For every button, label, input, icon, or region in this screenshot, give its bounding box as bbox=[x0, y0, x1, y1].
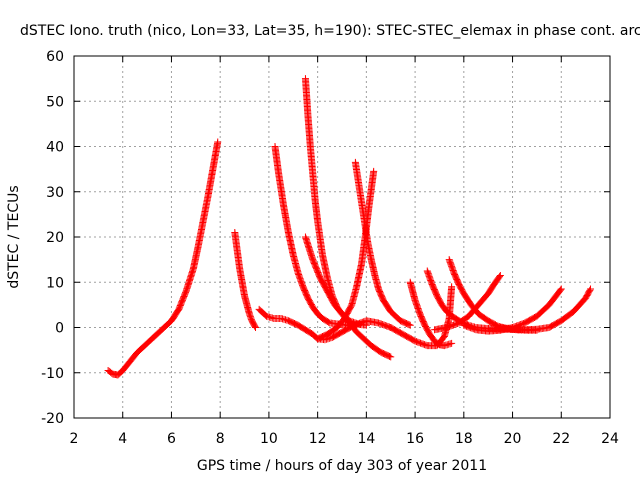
y-tick-label: 20 bbox=[46, 230, 64, 246]
series-1 bbox=[104, 138, 222, 379]
data-point bbox=[387, 353, 395, 361]
series-6 bbox=[301, 233, 395, 361]
y-tick-label: 10 bbox=[46, 275, 64, 291]
chart-title: dSTEC Iono. truth (nico, Lon=33, Lat=35,… bbox=[20, 23, 640, 39]
x-tick-label: 20 bbox=[504, 431, 522, 447]
y-tick-label: 50 bbox=[46, 94, 64, 110]
data-point bbox=[586, 286, 594, 294]
data-point bbox=[354, 320, 362, 328]
series-15 bbox=[496, 285, 595, 334]
x-tick-label: 22 bbox=[552, 431, 570, 447]
x-tick-label: 6 bbox=[167, 431, 176, 447]
data-point bbox=[448, 339, 456, 347]
axis-ticks bbox=[73, 55, 611, 419]
data-point bbox=[496, 271, 504, 279]
x-tick-label: 24 bbox=[601, 431, 619, 447]
y-tick-label: 30 bbox=[46, 185, 64, 201]
y-tick-label: 40 bbox=[46, 140, 64, 156]
x-tick-label: 12 bbox=[309, 431, 327, 447]
data-point bbox=[214, 138, 222, 146]
data-point bbox=[386, 352, 394, 360]
grid bbox=[74, 56, 610, 418]
data-point bbox=[557, 285, 565, 293]
data-point bbox=[362, 321, 370, 329]
data-point bbox=[448, 283, 456, 291]
y-tick-label: -20 bbox=[41, 411, 64, 427]
x-tick-label: 10 bbox=[260, 431, 278, 447]
series-2 bbox=[231, 228, 260, 331]
x-tick-label: 14 bbox=[357, 431, 375, 447]
data-point bbox=[405, 321, 413, 329]
y-axis-title: dSTEC / TECUs bbox=[6, 185, 22, 288]
x-tick-label: 16 bbox=[406, 431, 424, 447]
data-point bbox=[252, 324, 260, 331]
x-axis-title: GPS time / hours of day 303 of year 2011 bbox=[197, 458, 487, 474]
data-points bbox=[104, 75, 595, 379]
y-tick-label: 0 bbox=[55, 321, 64, 337]
data-point bbox=[251, 322, 259, 330]
x-tick-label: 4 bbox=[118, 431, 127, 447]
x-tick-label: 18 bbox=[455, 431, 473, 447]
data-point bbox=[496, 273, 504, 281]
series-5 bbox=[301, 75, 370, 329]
series-7 bbox=[351, 158, 414, 329]
series-10 bbox=[423, 267, 524, 334]
data-point bbox=[587, 285, 595, 293]
y-tick-label: -10 bbox=[41, 366, 64, 382]
data-point bbox=[556, 286, 564, 294]
y-tick-label: 60 bbox=[46, 49, 64, 65]
x-tick-label: 8 bbox=[216, 431, 225, 447]
data-point bbox=[370, 167, 378, 175]
series-8 bbox=[314, 167, 378, 343]
series-13 bbox=[431, 271, 504, 334]
data-point bbox=[406, 321, 414, 329]
x-tick-label: 2 bbox=[70, 431, 79, 447]
